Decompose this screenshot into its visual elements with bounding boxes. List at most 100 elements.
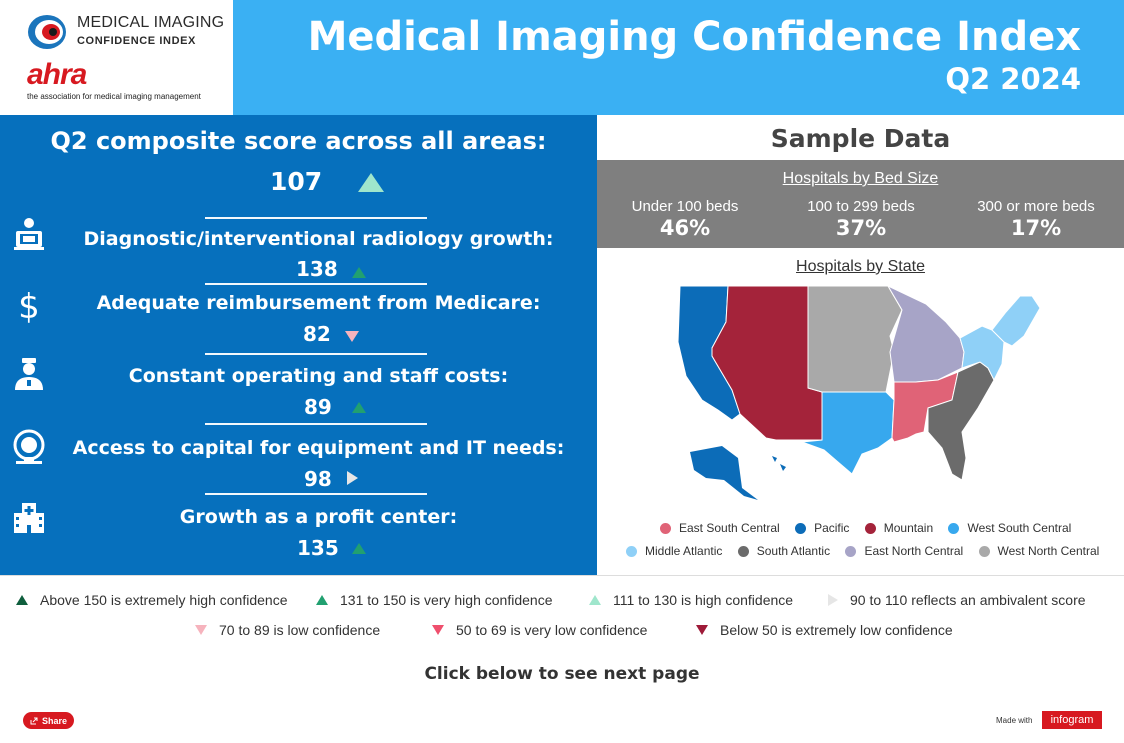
right-triangle-icon [828,594,838,606]
bed-size-label: 100 to 299 beds [807,198,915,215]
scale-item: Below 50 is extremely low confidence [696,622,953,638]
metric-value-capital: 98 [304,467,332,491]
scale-item: 111 to 130 is high confidence [589,592,793,608]
bed-size-label: 300 or more beds [977,198,1095,215]
legend-dot-icon [737,545,749,557]
staff-icon [15,358,43,390]
legend-label: West South Central [967,521,1072,535]
hospital-icon [14,503,44,533]
down-triangle-icon [345,331,359,342]
legend-dot-icon [845,545,857,557]
region-pacific-hawaii [772,456,786,471]
down-triangle-icon [195,625,207,635]
composite-up-triangle-icon [358,173,384,192]
ahra-logo: ahra [27,58,87,91]
legend-item: South Atlantic [737,544,831,558]
up-triangle-icon [352,267,366,278]
legend-label: East North Central [864,544,964,558]
up-triangle-icon [589,595,601,605]
legend-item: Pacific [795,521,849,535]
composite-value: 107 [270,167,323,196]
bed-size-col: 100 to 299 beds 37% [773,198,949,240]
logo-area: MEDICAL IMAGING CONFIDENCE INDEX ahra th… [0,0,233,115]
metric-value-costs: 89 [304,395,332,419]
separator [205,493,427,495]
metric-value-profit: 135 [297,536,339,560]
next-page-prompt: Click below to see next page [424,664,700,684]
bed-size-col: Under 100 beds 46% [597,198,773,240]
legend-item: Mountain [864,521,934,535]
share-label: Share [41,715,67,726]
up-triangle-icon [352,543,366,554]
legend-dot-icon [626,545,637,557]
ahra-tagline: the association for medical imaging mana… [27,92,201,101]
bed-size-percent: 37% [835,216,887,240]
up-triangle-icon [316,595,328,605]
legend-item: East North Central [845,544,963,558]
legend-label: East South Central [679,521,780,535]
legend-dot-icon [978,545,990,557]
legend-label: West North Central [997,544,1100,558]
metric-label-costs: Constant operating and staff costs: [128,365,509,387]
equipment-icon [13,429,45,464]
legend-label: Mountain [883,521,934,535]
dollar-icon: $ [18,287,40,323]
logo-title: MEDICAL IMAGING [77,14,225,31]
header-band: Medical Imaging Confidence Index Q2 2024 [233,0,1124,115]
separator [205,353,427,355]
metric-label-radiology: Diagnostic/interventional radiology grow… [83,228,554,250]
legend-item: West North Central [978,544,1100,558]
scale-item: Above 150 is extremely high confidence [16,592,287,608]
map-legend-row-2: Middle Atlantic South Atlantic East Nort… [626,544,1111,560]
scale-label: Above 150 is extremely high confidence [40,592,288,608]
page-title: Medical Imaging Confidence Index [307,14,1081,60]
bed-size-label: Under 100 beds [631,198,739,215]
metric-label-reimbursement: Adequate reimbursement from Medicare: [96,292,541,314]
down-triangle-icon [696,625,708,635]
region-east-north-central [886,284,965,383]
bed-size-col: 300 or more beds 17% [948,198,1124,240]
scale-label: Below 50 is extremely low confidence [720,622,953,638]
separator [205,217,427,219]
region-west-south-central [801,391,895,475]
share-icon [30,717,38,724]
bed-size-heading: Hospitals by Bed Size [782,170,939,187]
legend-dot-icon [795,522,807,534]
composite-title: Q2 composite score across all areas: [50,127,547,155]
scale-label: 50 to 69 is very low confidence [456,622,648,638]
scale-label: 90 to 110 reflects an ambivalent score [850,592,1086,608]
up-triangle-icon [16,595,28,605]
divider [0,575,1124,576]
separator [205,423,427,425]
up-triangle-icon [352,402,366,413]
legend-dot-icon [948,522,960,534]
scale-label: 70 to 89 is low confidence [219,622,381,638]
svg-text:$: $ [18,287,40,323]
metric-label-profit: Growth as a profit center: [179,506,458,528]
region-pacific-alaska [690,446,758,500]
share-button[interactable]: Share [23,712,74,729]
metric-value-radiology: 138 [296,257,338,281]
scale-item: 90 to 110 reflects an ambivalent score [828,592,1086,608]
region-new-england [991,295,1041,347]
radiology-icon [14,218,44,250]
infogram-brand-link[interactable]: infogram [1042,711,1102,729]
bed-size-percent: 17% [1010,216,1062,240]
map-legend-row-1: East South Central Pacific Mountain West… [660,521,1083,537]
legend-dot-icon [660,522,671,534]
region-west-north-central [807,285,903,393]
legend-item: Middle Atlantic [626,544,722,558]
legend-label: South Atlantic [756,544,831,558]
scale-label: 111 to 130 is high confidence [613,592,794,608]
region-east-south-central [891,371,959,443]
scale-item: 70 to 89 is low confidence [195,622,380,638]
down-triangle-icon [432,625,444,635]
legend-dot-icon [864,522,876,534]
legend-item: East South Central [660,521,780,535]
bed-size-percent: 46% [659,216,711,240]
state-heading: Hospitals by State [796,258,925,275]
separator [205,283,427,285]
sample-data-title: Sample Data [770,124,951,153]
quarter-label: Q2 2024 [945,62,1081,96]
